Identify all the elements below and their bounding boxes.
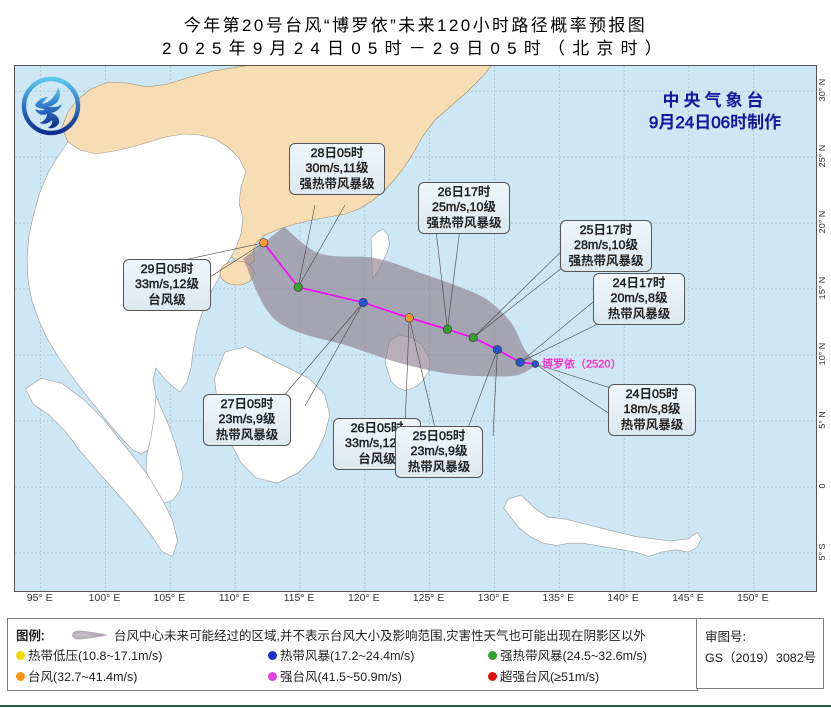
svg-text:博罗依（2520）: 博罗依（2520） (542, 357, 621, 371)
